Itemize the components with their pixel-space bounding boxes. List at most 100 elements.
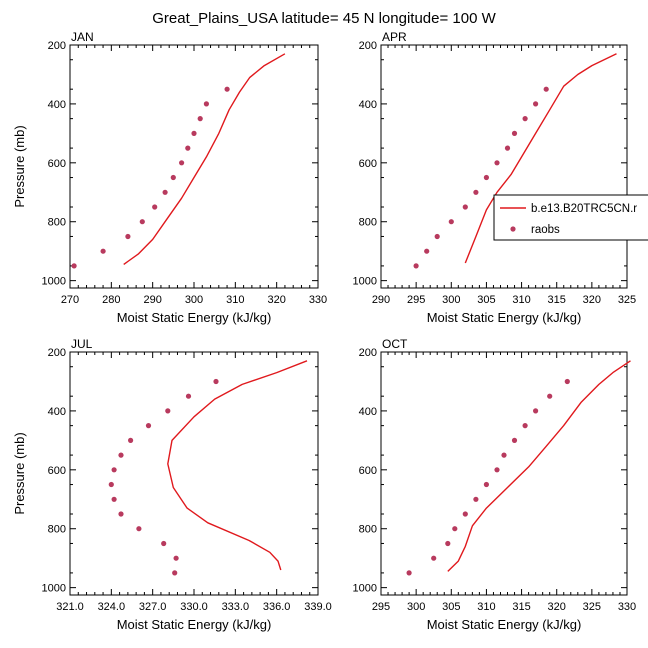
raobs-point — [185, 393, 192, 399]
raobs-point — [173, 555, 179, 561]
raobs-point — [448, 219, 454, 225]
x-tick-label: 290 — [372, 294, 390, 306]
raobs-point — [483, 481, 489, 488]
legend-marker-swatch — [510, 226, 516, 232]
x-tick-label: 270 — [61, 294, 79, 306]
x-tick-label: 330.0 — [180, 601, 208, 613]
x-tick-label: 320 — [267, 294, 285, 306]
y-tick-label: 1000 — [353, 583, 377, 595]
x-tick-label: 300 — [185, 294, 203, 306]
legend: b.e13.B20TRC5CN.r raobs — [493, 194, 648, 241]
y-tick-label: 800 — [359, 524, 377, 536]
raobs-point — [179, 160, 185, 166]
plot-frame — [69, 44, 319, 289]
raobs-point — [224, 86, 230, 92]
y-tick-label: 200 — [359, 40, 377, 52]
y-tick-label: 1000 — [42, 276, 66, 288]
x-tick-label: 327.0 — [139, 601, 167, 613]
x-tick-label: 339.0 — [304, 601, 332, 613]
raobs-point — [483, 174, 489, 181]
y-tick-label: 800 — [359, 217, 377, 229]
raobs-point — [191, 130, 197, 136]
legend-label-raobs: raobs — [531, 224, 560, 236]
raobs-point — [543, 86, 549, 92]
x-tick-label: 280 — [102, 294, 120, 306]
x-tick-label: 333.0 — [222, 601, 250, 613]
raobs-point — [434, 233, 440, 240]
y-axis-label: Pressure (mb) — [12, 432, 27, 514]
x-tick-label: 295 — [372, 601, 390, 613]
x-tick-label: 315 — [512, 601, 530, 613]
raobs-point — [118, 511, 124, 517]
x-tick-label: 330 — [618, 601, 636, 613]
panel-jul: JUL 321.0 324.0 327.0 330.0 333.0 336.0 339.0 20… — [12, 337, 332, 632]
raobs-point — [118, 452, 124, 458]
raobs-point — [213, 378, 219, 385]
x-tick-label: 336.0 — [263, 601, 291, 613]
raobs-point — [136, 526, 142, 532]
x-tick-label: 305 — [477, 294, 495, 306]
raobs-point — [108, 481, 114, 488]
raobs-point — [111, 467, 117, 473]
x-tick-label: 315 — [548, 294, 566, 306]
y-tick-label: 600 — [359, 465, 377, 477]
raobs-point — [431, 555, 437, 561]
raobs-point — [522, 116, 528, 122]
figure-title: Great_Plains_USA latitude= 45 N longitud… — [152, 10, 496, 27]
plot-frame — [380, 44, 628, 289]
model-profile-line — [123, 53, 286, 265]
raobs-point — [511, 437, 518, 443]
raobs-point — [564, 378, 570, 385]
y-tick-label: 600 — [48, 158, 66, 170]
x-tick-label: 324.0 — [98, 601, 126, 613]
y-tick-label: 400 — [359, 99, 377, 111]
raobs-point — [406, 570, 412, 576]
raobs-point — [473, 189, 479, 195]
raobs-point — [170, 174, 176, 181]
x-tick-label: 310 — [512, 294, 530, 306]
y-tick-label: 600 — [359, 158, 377, 170]
raobs-point — [452, 526, 458, 532]
raobs-point — [125, 233, 131, 240]
raobs-point — [473, 496, 479, 502]
legend-box — [493, 194, 648, 241]
raobs-point — [145, 423, 152, 429]
raobs-point — [501, 452, 507, 458]
model-profile-line — [464, 53, 617, 264]
x-tick-label: 325 — [618, 294, 636, 306]
y-tick-label: 400 — [48, 406, 66, 418]
y-tick-label: 200 — [48, 347, 66, 359]
panel-apr: APR 290 295 300 305 310 315 320 325 200 400 600 800 1… — [353, 30, 637, 325]
x-tick-label: 300 — [442, 294, 460, 306]
raobs-point — [100, 248, 106, 254]
x-tick-label: 310 — [226, 294, 244, 306]
x-tick-label: 320 — [548, 601, 566, 613]
x-axis-label: Moist Static Energy (kJ/kg) — [427, 617, 582, 632]
model-profile-line — [167, 360, 308, 571]
raobs-point — [203, 101, 209, 107]
legend-label-model: b.e13.B20TRC5CN.r — [531, 203, 637, 215]
raobs-point — [424, 248, 430, 254]
y-tick-label: 400 — [48, 99, 66, 111]
y-tick-label: 200 — [48, 40, 66, 52]
raobs-point — [462, 511, 468, 517]
raobs-point — [128, 437, 134, 443]
x-tick-label: 290 — [143, 294, 161, 306]
plot-frame — [380, 351, 628, 596]
x-tick-label: 330 — [309, 294, 327, 306]
raobs-point — [197, 116, 203, 122]
x-tick-label: 295 — [407, 294, 425, 306]
raobs-point — [533, 408, 539, 414]
x-tick-label: 320 — [583, 294, 601, 306]
raobs-point — [185, 145, 191, 151]
panels: JAN 270 280 290 300 310 320 330 200 400 600 800 1000… — [12, 30, 636, 632]
raobs-point — [494, 160, 500, 166]
y-axis-label: Pressure (mb) — [12, 125, 27, 207]
raobs-point — [462, 204, 468, 210]
x-tick-label: 325 — [583, 601, 601, 613]
panel-label: OCT — [382, 337, 408, 351]
x-axis-label: Moist Static Energy (kJ/kg) — [117, 310, 272, 325]
raobs-point — [533, 101, 539, 107]
model-profile-line — [447, 360, 631, 572]
